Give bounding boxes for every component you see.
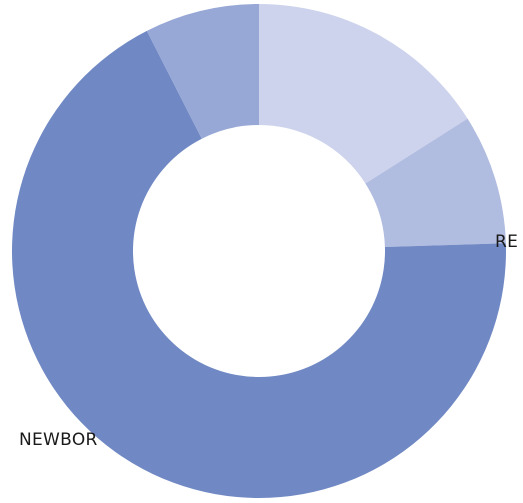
donut-slice-4 <box>146 4 259 139</box>
slice-label-newborn: NEWBOR <box>19 430 98 450</box>
slice-label-care: RE <box>495 232 519 252</box>
donut-slice-3 <box>11 30 506 499</box>
donut-slice-1 <box>259 4 468 184</box>
donut-slice-2 <box>365 118 506 248</box>
